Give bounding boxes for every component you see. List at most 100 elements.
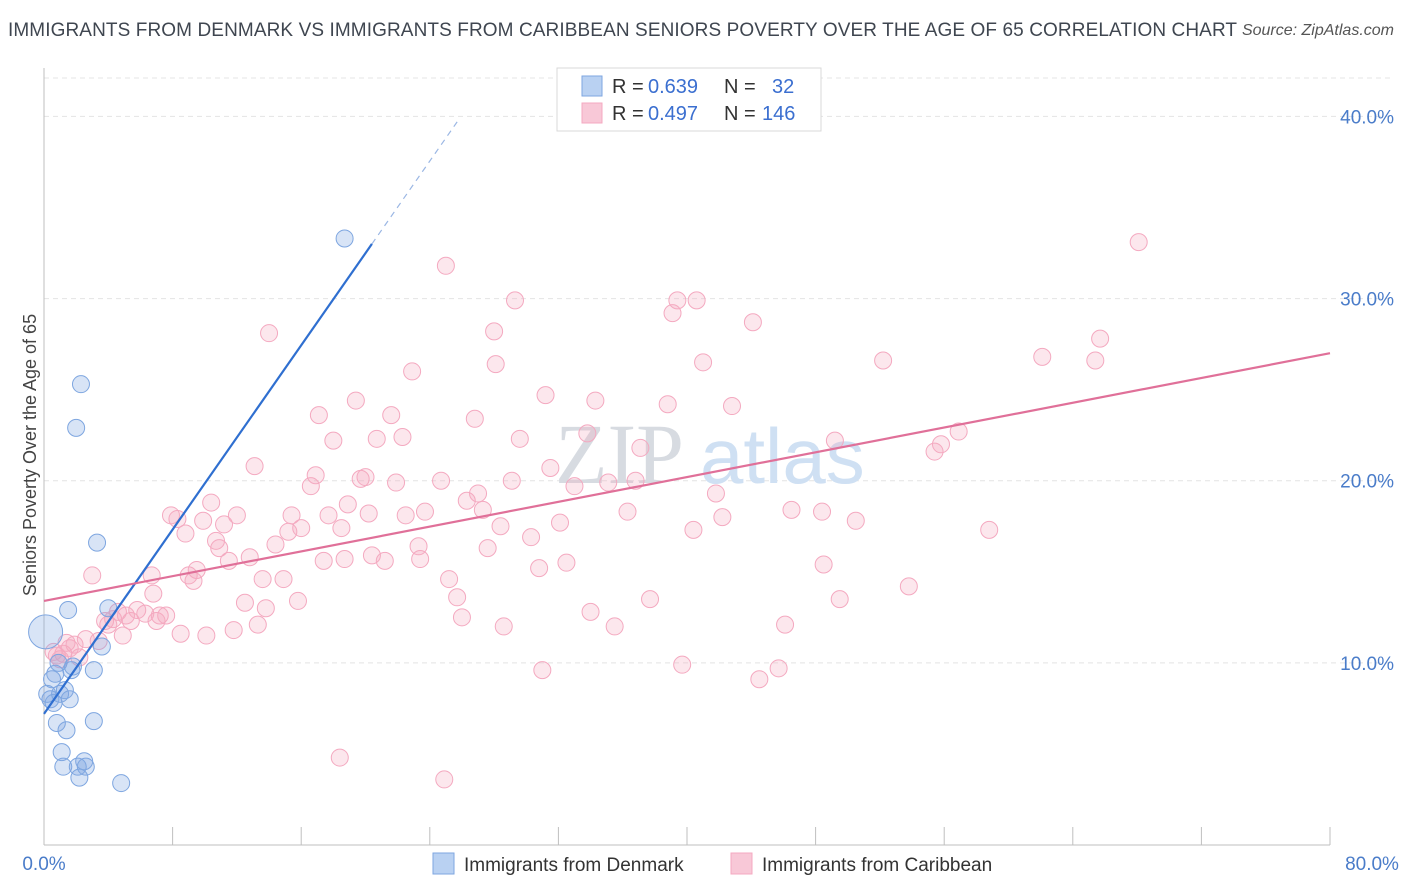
caribbean-point <box>618 502 637 521</box>
caribbean-point <box>387 473 406 492</box>
caribbean-point <box>382 406 401 425</box>
denmark-point <box>41 690 60 709</box>
denmark-point <box>52 743 71 762</box>
legend-r-value-caribbean: 0.497 <box>648 103 698 125</box>
legend-r-label-denmark: R = <box>612 76 644 98</box>
caribbean-point <box>157 606 176 625</box>
caribbean-point <box>332 519 351 538</box>
caribbean-point <box>723 397 742 416</box>
caribbean-point <box>266 535 285 554</box>
legend-n-label-denmark: N = <box>724 76 756 98</box>
denmark-point <box>47 713 66 732</box>
caribbean-point <box>533 661 552 680</box>
caribbean-point <box>356 468 375 487</box>
denmark-point <box>55 681 74 700</box>
caribbean-point <box>599 473 618 492</box>
caribbean-point <box>581 602 600 621</box>
y-tick-label-0: 10.0% <box>1340 654 1394 675</box>
caribbean-point <box>367 429 386 448</box>
caribbean-point <box>197 626 216 645</box>
bottom-legend-swatch-caribbean <box>730 852 753 875</box>
denmark-trend-line <box>43 243 373 715</box>
caribbean-point <box>319 506 338 525</box>
caribbean-point <box>776 615 795 634</box>
denmark-point <box>60 690 79 709</box>
caribbean-point <box>282 506 301 525</box>
caribbean-point <box>706 484 725 503</box>
caribbean-point <box>393 428 412 446</box>
caribbean-point <box>359 504 378 523</box>
caribbean-point <box>605 617 624 636</box>
caribbean-point <box>1129 233 1148 252</box>
caribbean-point <box>673 655 692 674</box>
caribbean-point <box>502 471 521 490</box>
caribbean-point <box>586 391 605 410</box>
caribbean-point <box>136 604 155 623</box>
caribbean-point <box>949 422 968 441</box>
trend-lines <box>43 121 1331 715</box>
y-axis-title: Seniors Poverty Over the Age of 65 <box>20 314 40 596</box>
caribbean-point <box>396 506 415 525</box>
y-tick-label-2: 30.0% <box>1340 290 1394 311</box>
caribbean-point <box>335 550 354 569</box>
x-tick-label-min: 0.0% <box>22 854 65 875</box>
caribbean-point <box>338 495 357 514</box>
denmark-point <box>67 418 86 437</box>
caribbean-point <box>144 584 163 603</box>
caribbean-point <box>830 590 849 609</box>
caribbean-point <box>330 748 349 767</box>
caribbean-point <box>260 324 279 343</box>
caribbean-point <box>324 431 343 450</box>
caribbean-point <box>194 511 213 530</box>
caribbean-point <box>306 466 325 485</box>
watermark-zip: ZIP <box>555 406 684 502</box>
legend-swatch-caribbean <box>581 102 603 124</box>
caribbean-point <box>435 770 454 789</box>
denmark-point <box>54 757 73 776</box>
bottom-legend-swatch-denmark <box>432 852 455 875</box>
y-tick-label-1: 20.0% <box>1340 472 1394 493</box>
legend-r-value-denmark: 0.639 <box>648 76 698 98</box>
gridlines <box>44 77 1392 664</box>
denmark-point <box>88 533 107 552</box>
caribbean-point <box>403 362 422 381</box>
caribbean-point <box>510 429 529 448</box>
caribbean-point <box>750 670 769 689</box>
caribbean-point <box>150 606 169 625</box>
legend-n-label-caribbean: N = <box>724 103 756 125</box>
x-tick-label-max: 80.0% <box>1345 854 1399 875</box>
caribbean-point <box>147 611 166 630</box>
caribbean-point <box>1033 347 1052 366</box>
caribbean-point <box>301 477 320 496</box>
caribbean-point <box>432 471 451 490</box>
caribbean-point <box>491 517 510 536</box>
y-tick-label-3: 40.0% <box>1340 107 1394 128</box>
caribbean-point <box>256 599 275 618</box>
caribbean-point <box>925 442 944 461</box>
legend-r-label-caribbean: R = <box>612 103 644 125</box>
denmark-point <box>43 670 62 689</box>
caribbean-point <box>116 606 135 625</box>
denmark-point <box>28 614 64 650</box>
caribbean-point <box>668 291 687 310</box>
caribbean-point <box>1086 351 1105 370</box>
caribbean-point <box>452 608 471 627</box>
caribbean-point <box>415 502 434 521</box>
denmark-point <box>59 601 78 620</box>
caribbean-point <box>245 457 264 476</box>
caribbean-point <box>375 551 394 570</box>
series-legend: Immigrants from Denmark Immigrants from … <box>432 852 992 876</box>
caribbean-point <box>485 322 504 341</box>
caribbean-point <box>60 639 79 658</box>
caribbean-point <box>874 351 893 370</box>
caribbean-point <box>176 524 195 543</box>
caribbean-point <box>314 551 333 570</box>
bottom-legend-label-caribbean: Immigrants from Caribbean <box>762 855 992 876</box>
chart-title: IMMIGRANTS FROM DENMARK VS IMMIGRANTS FR… <box>8 20 1238 41</box>
denmark-point <box>92 637 111 656</box>
caribbean-point <box>557 553 576 572</box>
caribbean-point <box>631 438 650 457</box>
caribbean-point <box>202 493 221 512</box>
denmark-point <box>57 721 76 740</box>
